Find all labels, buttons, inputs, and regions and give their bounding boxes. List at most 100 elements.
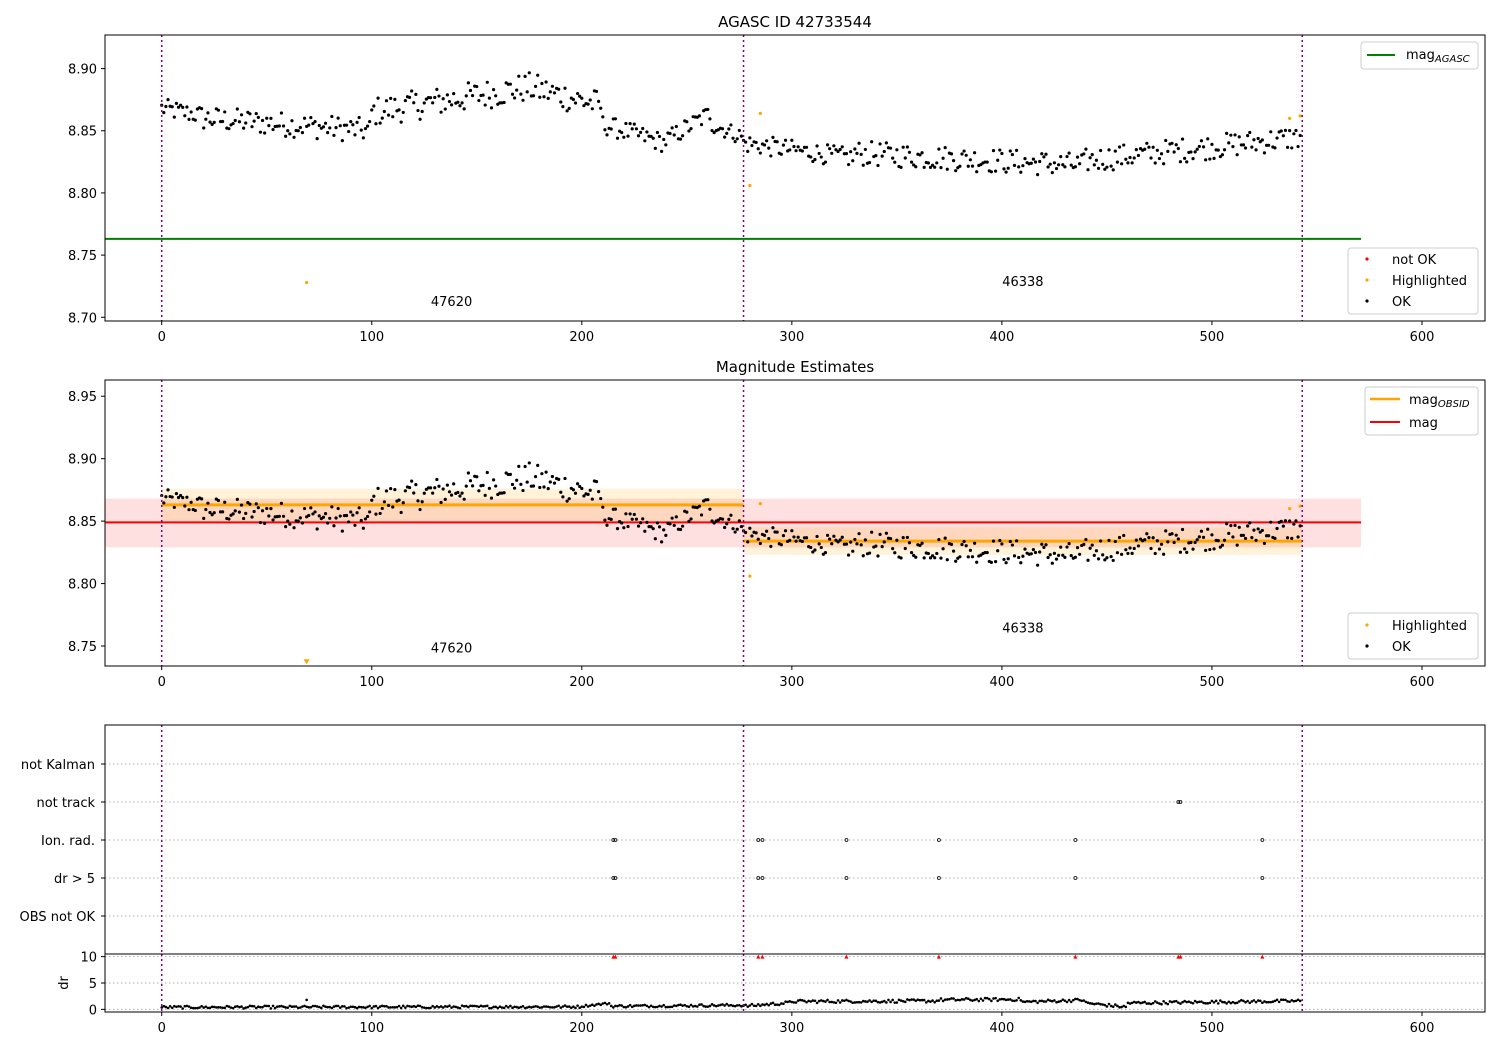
ok-point [326,131,330,135]
x-tick-label: 500 [1200,1021,1225,1036]
ok-point [510,92,515,96]
ok-point [460,491,464,495]
ok-point [941,547,945,551]
ok-point [884,141,888,145]
ok-point [1050,171,1054,175]
dr-point [406,1004,409,1008]
ok-point [1061,163,1065,167]
ok-point [269,507,273,511]
ok-point [552,91,557,95]
dr-point [399,1006,403,1010]
dr-point [1277,1000,1281,1004]
ok-point [418,117,422,121]
ok-point [277,124,281,128]
ok-point [1115,160,1120,164]
ok-point [1298,524,1302,528]
dr-point [458,1006,462,1010]
ok-point [687,519,691,523]
ok-point [519,92,523,96]
ok-point [991,149,996,153]
ok-point [891,547,895,551]
dr-point [1261,1001,1264,1005]
ok-point [338,124,342,128]
dr-point [658,1004,661,1008]
dr-point [343,1005,346,1008]
ok-point [550,84,554,88]
dr-point [534,1005,537,1008]
ok-point [1170,532,1174,536]
ok-point [1052,551,1057,555]
ok-point [487,486,491,490]
dr-point [1288,1000,1291,1004]
ok-point [410,479,414,483]
ok-point [248,112,252,116]
dr-point [759,1004,762,1008]
ok-point [172,505,176,510]
ok-point [727,127,731,131]
ok-point [485,80,489,84]
ok-point [353,523,357,527]
ok-point [855,151,859,155]
dr-point [349,1005,353,1009]
dr-point [588,1004,592,1007]
dr-point [1210,999,1214,1003]
ok-point [391,115,395,119]
dr-point [1040,999,1044,1003]
flag-point [760,838,765,842]
dr-point [376,1006,380,1010]
dr-point [1080,999,1084,1003]
ok-point [1183,156,1187,160]
ok-point [200,107,204,111]
panel-magnitude-legend-upper: magOBSID mag [1364,386,1479,436]
dr-point [885,1001,888,1004]
flag-point [756,838,761,842]
ok-point [227,127,231,131]
dr-point [1231,1000,1235,1004]
ok-point [1197,144,1201,149]
legend-box [1347,247,1479,315]
dr-point [536,1005,539,1008]
ok-point [1288,519,1292,523]
ok-point [731,136,735,140]
ok-point [1019,561,1023,565]
ok-point [1216,539,1220,543]
x-tick-label: 200 [569,330,594,345]
ok-point [909,160,914,164]
ok-point [1086,168,1090,172]
dr-point [647,1005,651,1009]
ok-point [578,94,582,98]
ok-point [653,146,657,150]
flag-category-label: dr > 5 [54,872,95,887]
ok-point [332,524,336,528]
dr-point [294,1005,298,1008]
x-tick-label: 500 [1200,330,1225,345]
ok-point [601,505,605,509]
ok-point [817,542,821,546]
ok-point [1086,558,1090,562]
ok-point [183,504,187,508]
ok-point [449,103,454,107]
ok-point [361,136,365,140]
ok-point [1149,156,1153,160]
dr-point [269,1007,273,1010]
dr-point [723,1004,726,1007]
ok-point [1040,542,1044,546]
dr-point [238,1005,241,1009]
ok-point [914,165,918,169]
dr-point [1120,1005,1123,1009]
dr-point [311,1004,315,1008]
ok-point [1048,162,1052,166]
dr-point [746,1005,750,1008]
dr-point [788,1000,792,1003]
ok-point [193,508,197,513]
ok-point [336,116,340,120]
dr-point [786,1000,789,1004]
highlighted-point [1298,504,1302,508]
dr-point [626,1005,630,1008]
ok-point [414,92,418,96]
dr-point [1008,998,1012,1001]
ok-point [237,510,242,514]
ok-point [531,484,536,488]
ok-point [1094,549,1099,553]
